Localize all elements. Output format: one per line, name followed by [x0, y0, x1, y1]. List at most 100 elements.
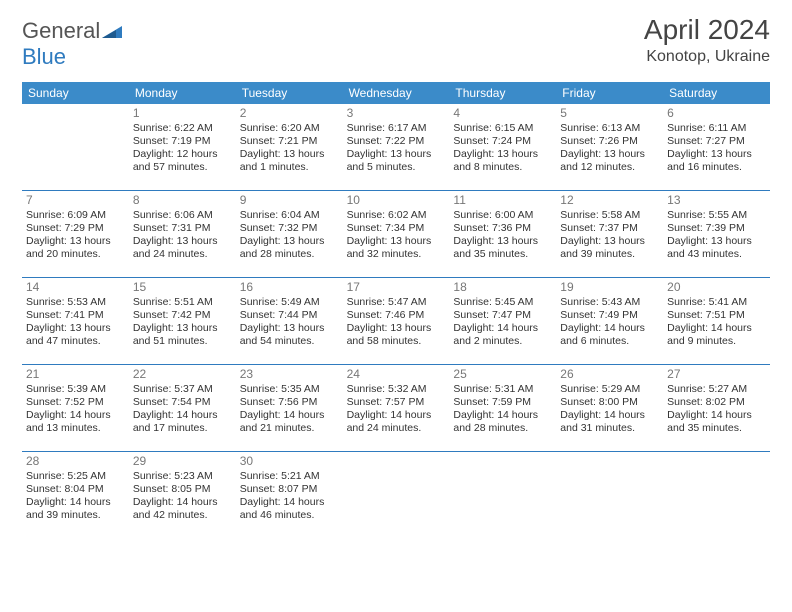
- cell-line: Sunrise: 6:04 AM: [240, 209, 339, 222]
- cell-line: and 16 minutes.: [667, 161, 766, 174]
- cell-line: Sunrise: 5:55 AM: [667, 209, 766, 222]
- cell-line: and 1 minutes.: [240, 161, 339, 174]
- day-number: 4: [453, 106, 552, 120]
- cell-line: Sunrise: 5:37 AM: [133, 383, 232, 396]
- calendar-cell: 11Sunrise: 6:00 AMSunset: 7:36 PMDayligh…: [449, 191, 556, 277]
- cell-line: and 12 minutes.: [560, 161, 659, 174]
- day-number: 16: [240, 280, 339, 294]
- cell-line: Daylight: 14 hours: [453, 322, 552, 335]
- day-header: Sunday: [22, 82, 129, 104]
- day-number: 12: [560, 193, 659, 207]
- cell-line: Sunrise: 5:35 AM: [240, 383, 339, 396]
- cell-line: and 21 minutes.: [240, 422, 339, 435]
- day-header: Friday: [556, 82, 663, 104]
- day-header: Wednesday: [343, 82, 450, 104]
- cell-line: Sunset: 7:24 PM: [453, 135, 552, 148]
- cell-line: Daylight: 13 hours: [347, 235, 446, 248]
- week-row: 1Sunrise: 6:22 AMSunset: 7:19 PMDaylight…: [22, 104, 770, 191]
- cell-line: Daylight: 13 hours: [240, 322, 339, 335]
- day-number: 17: [347, 280, 446, 294]
- cell-line: and 57 minutes.: [133, 161, 232, 174]
- day-number: 22: [133, 367, 232, 381]
- cell-line: Daylight: 14 hours: [453, 409, 552, 422]
- day-header: Tuesday: [236, 82, 343, 104]
- day-number: 28: [26, 454, 125, 468]
- cell-line: and 35 minutes.: [453, 248, 552, 261]
- cell-line: Sunset: 7:36 PM: [453, 222, 552, 235]
- cell-line: Daylight: 14 hours: [560, 409, 659, 422]
- cell-line: Sunrise: 6:15 AM: [453, 122, 552, 135]
- calendar-cell: 29Sunrise: 5:23 AMSunset: 8:05 PMDayligh…: [129, 452, 236, 538]
- cell-line: and 17 minutes.: [133, 422, 232, 435]
- cell-line: Sunset: 8:05 PM: [133, 483, 232, 496]
- calendar: SundayMondayTuesdayWednesdayThursdayFrid…: [22, 82, 770, 538]
- cell-line: and 28 minutes.: [240, 248, 339, 261]
- day-number: 14: [26, 280, 125, 294]
- cell-line: Sunset: 7:41 PM: [26, 309, 125, 322]
- cell-line: Sunrise: 5:51 AM: [133, 296, 232, 309]
- cell-line: and 31 minutes.: [560, 422, 659, 435]
- day-number: 15: [133, 280, 232, 294]
- cell-line: Sunrise: 5:27 AM: [667, 383, 766, 396]
- cell-line: Sunrise: 5:29 AM: [560, 383, 659, 396]
- calendar-cell: 26Sunrise: 5:29 AMSunset: 8:00 PMDayligh…: [556, 365, 663, 451]
- cell-line: Sunset: 7:51 PM: [667, 309, 766, 322]
- calendar-cell: 22Sunrise: 5:37 AMSunset: 7:54 PMDayligh…: [129, 365, 236, 451]
- calendar-cell: 16 Sunrise: 5:49 AMSunset: 7:44 PMDayligh…: [236, 278, 343, 364]
- week-row: 21Sunrise: 5:39 AMSunset: 7:52 PMDayligh…: [22, 365, 770, 452]
- cell-line: Sunset: 7:47 PM: [453, 309, 552, 322]
- cell-line: Sunrise: 6:13 AM: [560, 122, 659, 135]
- cell-line: Sunrise: 5:49 AM: [240, 296, 339, 309]
- weeks-container: 1Sunrise: 6:22 AMSunset: 7:19 PMDaylight…: [22, 104, 770, 538]
- cell-line: and 24 minutes.: [347, 422, 446, 435]
- calendar-cell: 13Sunrise: 5:55 AMSunset: 7:39 PMDayligh…: [663, 191, 770, 277]
- cell-line: Daylight: 14 hours: [667, 409, 766, 422]
- cell-line: Sunset: 7:19 PM: [133, 135, 232, 148]
- calendar-cell: 28Sunrise: 5:25 AMSunset: 8:04 PMDayligh…: [22, 452, 129, 538]
- cell-line: Sunrise: 5:53 AM: [26, 296, 125, 309]
- logo-text-1: General: [22, 18, 100, 43]
- calendar-cell: 18Sunrise: 5:45 AMSunset: 7:47 PMDayligh…: [449, 278, 556, 364]
- cell-line: and 2 minutes.: [453, 335, 552, 348]
- cell-line: Sunrise: 5:21 AM: [240, 470, 339, 483]
- cell-line: and 5 minutes.: [347, 161, 446, 174]
- cell-line: Daylight: 12 hours: [133, 148, 232, 161]
- cell-line: Sunset: 8:02 PM: [667, 396, 766, 409]
- calendar-cell: 10Sunrise: 6:02 AMSunset: 7:34 PMDayligh…: [343, 191, 450, 277]
- logo-text: GeneralBlue: [22, 18, 122, 70]
- day-number: 19: [560, 280, 659, 294]
- cell-line: and 6 minutes.: [560, 335, 659, 348]
- cell-line: Sunset: 7:59 PM: [453, 396, 552, 409]
- cell-line: Sunset: 7:52 PM: [26, 396, 125, 409]
- cell-line: Sunset: 7:46 PM: [347, 309, 446, 322]
- cell-line: Sunset: 7:31 PM: [133, 222, 232, 235]
- cell-line: Daylight: 14 hours: [240, 409, 339, 422]
- cell-line: Sunset: 7:37 PM: [560, 222, 659, 235]
- week-row: 28Sunrise: 5:25 AMSunset: 8:04 PMDayligh…: [22, 452, 770, 538]
- cell-line: and 47 minutes.: [26, 335, 125, 348]
- cell-line: Daylight: 13 hours: [453, 148, 552, 161]
- cell-line: Daylight: 13 hours: [26, 235, 125, 248]
- day-header: Saturday: [663, 82, 770, 104]
- cell-line: Sunset: 7:26 PM: [560, 135, 659, 148]
- week-row: 7Sunrise: 6:09 AMSunset: 7:29 PMDaylight…: [22, 191, 770, 278]
- calendar-cell: [449, 452, 556, 538]
- cell-line: Sunset: 7:44 PM: [240, 309, 339, 322]
- cell-line: Sunset: 7:57 PM: [347, 396, 446, 409]
- cell-line: Sunrise: 5:31 AM: [453, 383, 552, 396]
- cell-line: Sunset: 7:49 PM: [560, 309, 659, 322]
- cell-line: Sunrise: 6:11 AM: [667, 122, 766, 135]
- calendar-cell: 23Sunrise: 5:35 AMSunset: 7:56 PMDayligh…: [236, 365, 343, 451]
- calendar-cell: 14Sunrise: 5:53 AMSunset: 7:41 PMDayligh…: [22, 278, 129, 364]
- cell-line: Daylight: 14 hours: [26, 496, 125, 509]
- calendar-cell: 3Sunrise: 6:17 AMSunset: 7:22 PMDaylight…: [343, 104, 450, 190]
- cell-line: Sunset: 7:32 PM: [240, 222, 339, 235]
- cell-line: Daylight: 14 hours: [133, 496, 232, 509]
- cell-line: and 51 minutes.: [133, 335, 232, 348]
- logo: GeneralBlue: [22, 18, 122, 70]
- cell-line: and 28 minutes.: [453, 422, 552, 435]
- cell-line: and 54 minutes.: [240, 335, 339, 348]
- calendar-cell: 19Sunrise: 5:43 AMSunset: 7:49 PMDayligh…: [556, 278, 663, 364]
- cell-line: Sunrise: 5:41 AM: [667, 296, 766, 309]
- day-number: 29: [133, 454, 232, 468]
